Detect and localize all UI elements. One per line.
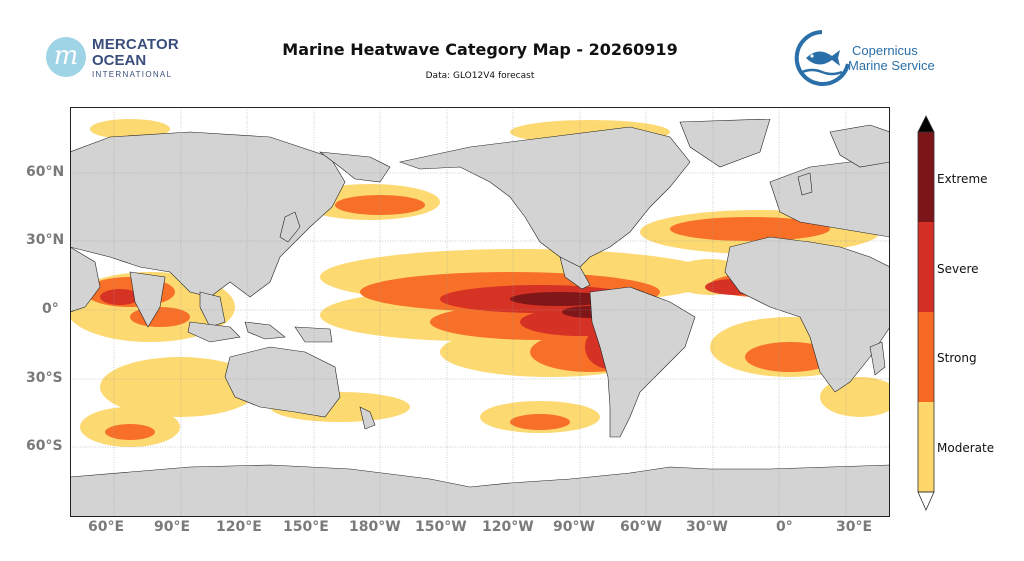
lat-tick-60s: 60°S <box>26 438 63 454</box>
mercator-logo-line3: INTERNATIONAL <box>92 70 173 79</box>
gridlines <box>70 107 890 517</box>
lon-tick-90e: 90°E <box>154 519 191 535</box>
lon-tick-150w: 150°W <box>415 519 467 535</box>
copernicus-logo-line2: Marine Service <box>848 58 935 73</box>
lon-tick-0: 0° <box>776 519 793 535</box>
heatwave-map <box>70 107 890 517</box>
colorbar-strong <box>918 312 934 402</box>
mercator-logo: m MERCATOR OCEAN INTERNATIONAL <box>44 34 194 84</box>
lon-tick-60e: 60°E <box>88 519 125 535</box>
map-subtitle: Data: GLO12V4 forecast <box>425 71 535 81</box>
lon-tick-30w: 30°W <box>686 519 728 535</box>
lat-tick-30s: 30°S <box>26 370 63 386</box>
colorbar <box>917 115 935 511</box>
fish-icon <box>794 30 850 86</box>
lon-tick-120w: 120°W <box>482 519 534 535</box>
colorbar-label-severe: Severe <box>937 262 979 276</box>
lon-tick-90w: 90°W <box>553 519 595 535</box>
lat-tick-60n: 60°N <box>26 164 65 180</box>
lat-tick-30n: 30°N <box>26 232 65 248</box>
lon-tick-150e: 150°E <box>283 519 329 535</box>
map-frame <box>70 107 890 517</box>
colorbar-moderate <box>918 402 934 492</box>
colorbar-extreme <box>918 132 934 222</box>
colorbar-label-moderate: Moderate <box>937 441 995 455</box>
map-title: Marine Heatwave Category Map - 20260919 <box>282 40 678 59</box>
lon-tick-120e: 120°E <box>216 519 262 535</box>
colorbar-severe <box>918 222 934 312</box>
land-masses <box>70 107 890 517</box>
lon-tick-180w: 180°W <box>349 519 401 535</box>
colorbar-extend-bottom <box>917 491 935 511</box>
copernicus-logo-line1: Copernicus <box>852 43 918 58</box>
mercator-logo-mark: m <box>46 37 86 77</box>
mercator-logo-line1: MERCATOR <box>92 36 179 53</box>
colorbar-extend-top <box>917 115 935 133</box>
colorbar-label-extreme: Extreme <box>937 172 988 186</box>
lat-tick-0: 0° <box>42 301 59 317</box>
lon-tick-60w: 60°W <box>620 519 662 535</box>
lon-tick-30e: 30°E <box>836 519 873 535</box>
colorbar-label-strong: Strong <box>937 351 977 365</box>
mercator-logo-line2: OCEAN <box>92 52 147 69</box>
copernicus-logo: Copernicus Marine Service <box>792 28 952 88</box>
